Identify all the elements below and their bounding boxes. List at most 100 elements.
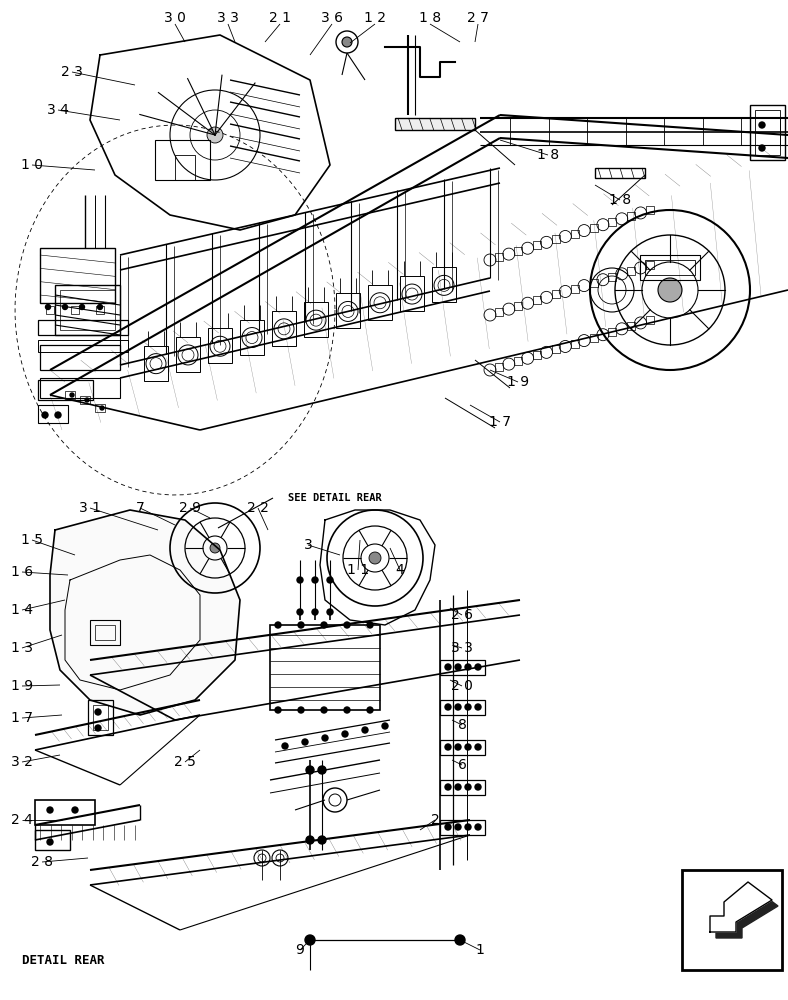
Bar — [571, 340, 578, 348]
Bar — [304, 302, 328, 337]
Text: 1 8: 1 8 — [419, 11, 441, 25]
Bar — [90, 620, 120, 645]
Circle shape — [367, 707, 373, 713]
Polygon shape — [50, 510, 240, 715]
Circle shape — [382, 723, 388, 729]
Text: 3 6: 3 6 — [321, 11, 343, 25]
Bar — [627, 322, 635, 330]
Circle shape — [445, 664, 451, 670]
Circle shape — [298, 707, 304, 713]
Circle shape — [455, 744, 461, 750]
Text: 3 1: 3 1 — [79, 501, 101, 515]
Text: 1 9: 1 9 — [507, 375, 529, 389]
Circle shape — [46, 304, 50, 310]
Bar — [400, 276, 424, 311]
Bar — [627, 212, 635, 220]
Bar — [336, 293, 360, 328]
Text: 3 3: 3 3 — [217, 11, 239, 25]
Circle shape — [275, 622, 281, 628]
Text: 1 1: 1 1 — [347, 563, 369, 577]
Bar — [38, 320, 128, 335]
Polygon shape — [710, 882, 772, 932]
Bar — [496, 363, 504, 371]
Bar — [35, 830, 70, 850]
Circle shape — [302, 739, 308, 745]
Circle shape — [475, 784, 481, 790]
Bar — [95, 404, 105, 412]
Text: 1 6: 1 6 — [11, 565, 33, 579]
Circle shape — [342, 731, 348, 737]
Text: 1 0: 1 0 — [21, 158, 43, 172]
Bar — [608, 328, 616, 336]
Bar — [571, 230, 578, 238]
Text: 1 7: 1 7 — [489, 415, 511, 429]
Circle shape — [42, 412, 48, 418]
Circle shape — [275, 707, 281, 713]
Text: 1 5: 1 5 — [21, 533, 43, 547]
Bar — [552, 345, 560, 353]
Bar — [46, 306, 54, 314]
Text: 2 4: 2 4 — [11, 813, 33, 827]
Bar — [646, 261, 654, 269]
Bar — [595, 168, 645, 178]
Text: 1 8: 1 8 — [609, 193, 631, 207]
Text: 8: 8 — [458, 718, 466, 732]
Bar — [155, 140, 210, 180]
Circle shape — [475, 744, 481, 750]
Bar — [40, 345, 120, 370]
Circle shape — [80, 304, 84, 310]
Bar — [440, 660, 485, 675]
Circle shape — [100, 406, 104, 410]
Text: 1 3: 1 3 — [11, 641, 33, 655]
Bar — [272, 311, 296, 346]
Text: 1 9: 1 9 — [11, 679, 33, 693]
Bar — [176, 337, 200, 372]
Bar — [144, 346, 168, 381]
Bar — [533, 351, 541, 359]
Bar — [96, 306, 104, 314]
Circle shape — [344, 622, 350, 628]
Circle shape — [72, 807, 78, 813]
Circle shape — [305, 935, 315, 945]
Text: 2 2: 2 2 — [247, 501, 269, 515]
Bar — [750, 105, 785, 160]
Circle shape — [465, 824, 471, 830]
Circle shape — [318, 836, 326, 844]
Circle shape — [455, 784, 461, 790]
Bar — [496, 308, 504, 316]
Circle shape — [95, 725, 101, 731]
Bar — [682, 870, 782, 970]
Bar — [432, 267, 456, 302]
Text: 2 5: 2 5 — [174, 755, 196, 769]
Bar — [55, 285, 120, 335]
Circle shape — [297, 609, 303, 615]
Bar — [571, 285, 578, 293]
Text: 2 1: 2 1 — [269, 11, 291, 25]
Bar — [645, 260, 695, 275]
Bar — [589, 334, 597, 342]
Bar — [208, 328, 232, 363]
Circle shape — [465, 744, 471, 750]
Text: SEE DETAIL REAR: SEE DETAIL REAR — [288, 493, 381, 503]
Circle shape — [327, 577, 333, 583]
Circle shape — [321, 622, 327, 628]
Circle shape — [367, 622, 373, 628]
Circle shape — [759, 145, 765, 151]
Bar — [552, 235, 560, 243]
Bar — [38, 405, 68, 423]
Circle shape — [445, 784, 451, 790]
Bar — [71, 306, 79, 314]
Circle shape — [55, 412, 61, 418]
Polygon shape — [716, 888, 778, 938]
Circle shape — [475, 704, 481, 710]
Bar — [589, 224, 597, 232]
Bar — [515, 357, 522, 365]
Bar — [95, 625, 115, 640]
Circle shape — [445, 744, 451, 750]
Bar — [533, 241, 541, 249]
Text: 3 2: 3 2 — [11, 755, 33, 769]
Bar — [175, 155, 195, 180]
Bar — [533, 296, 541, 304]
Bar — [515, 302, 522, 310]
Bar — [38, 340, 128, 352]
